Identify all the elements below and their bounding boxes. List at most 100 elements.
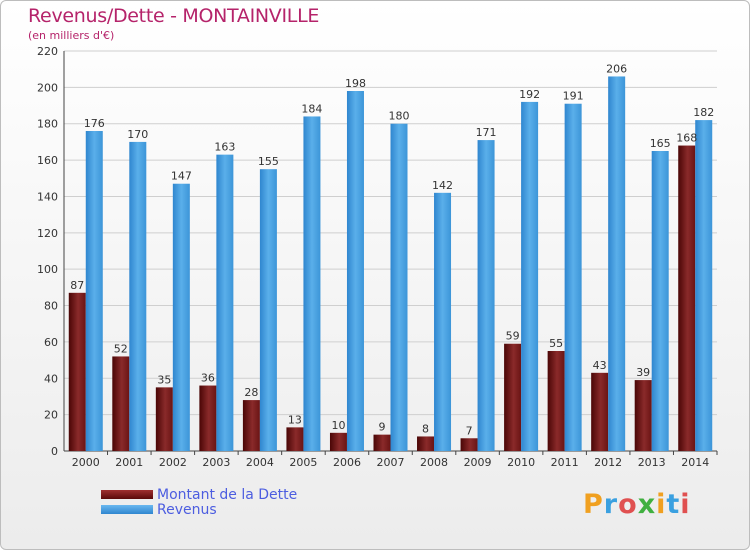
bar-revenue-2011 xyxy=(564,103,582,452)
data-label-debt-2003: 36 xyxy=(201,372,215,385)
data-label-debt-2005: 13 xyxy=(288,413,302,426)
logo-letter: i xyxy=(656,489,667,520)
bar-debt-2008 xyxy=(417,436,435,451)
bar-debt-2013 xyxy=(634,380,652,451)
data-label-debt-2002: 35 xyxy=(157,373,171,386)
bar-debt-2006 xyxy=(329,432,347,451)
bar-debt-2003 xyxy=(199,385,217,451)
data-label-revenue-2008: 142 xyxy=(432,179,453,192)
data-label-revenue-2003: 163 xyxy=(214,141,235,154)
x-tick-label-2012: 2012 xyxy=(594,456,622,469)
data-label-revenue-2010: 192 xyxy=(519,88,540,101)
data-label-revenue-2013: 165 xyxy=(650,137,671,150)
y-tick-label: 0 xyxy=(51,445,58,458)
data-label-debt-2001: 52 xyxy=(114,342,128,355)
bar-revenue-2008 xyxy=(434,192,452,451)
x-tick-label-2010: 2010 xyxy=(507,456,535,469)
bar-revenue-2009 xyxy=(477,140,495,451)
proxiti-logo: Proxiti xyxy=(583,489,691,520)
data-label-debt-2011: 55 xyxy=(549,337,563,350)
x-tick-label-2009: 2009 xyxy=(464,456,492,469)
data-label-revenue-2012: 206 xyxy=(606,62,627,75)
bar-revenue-2000 xyxy=(85,131,103,451)
bar-debt-2004 xyxy=(242,400,260,451)
y-tick-label: 180 xyxy=(37,118,58,131)
x-tick-label-2002: 2002 xyxy=(159,456,187,469)
bar-debt-2009 xyxy=(460,438,478,451)
y-tick-label: 140 xyxy=(37,190,58,203)
bar-debt-2010 xyxy=(504,343,522,451)
data-label-revenue-2014: 182 xyxy=(693,106,714,119)
data-label-revenue-2001: 170 xyxy=(127,128,148,141)
y-tick-label: 40 xyxy=(44,372,58,385)
logo-letter: o xyxy=(618,489,638,520)
bar-revenue-2012 xyxy=(608,76,626,452)
y-tick-label: 120 xyxy=(37,227,58,240)
x-tick-label-2004: 2004 xyxy=(246,456,274,469)
data-label-debt-2004: 28 xyxy=(244,386,258,399)
chart-subtitle: (en milliers d'€) xyxy=(28,29,115,42)
y-tick-label: 80 xyxy=(44,300,58,313)
bar-revenue-2001 xyxy=(129,141,147,451)
x-tick-label-2011: 2011 xyxy=(551,456,579,469)
data-label-revenue-2009: 171 xyxy=(476,126,497,139)
bar-revenue-2003 xyxy=(216,154,234,452)
legend: Montant de la Dette Revenus xyxy=(101,486,298,518)
legend-item-debt: Montant de la Dette xyxy=(101,486,298,503)
bar-revenue-2004 xyxy=(259,169,277,451)
bar-debt-2011 xyxy=(547,351,565,451)
y-tick-label: 20 xyxy=(44,409,58,422)
bar-revenue-2007 xyxy=(390,123,408,452)
data-label-debt-2006: 10 xyxy=(331,419,345,432)
logo-letter: x xyxy=(637,489,657,520)
logo-letter: P xyxy=(583,489,604,520)
x-tick-label-2007: 2007 xyxy=(377,456,405,469)
x-tick-label-2006: 2006 xyxy=(333,456,361,469)
data-label-debt-2007: 9 xyxy=(379,421,386,434)
bar-debt-2005 xyxy=(286,427,304,451)
y-tick-label: 60 xyxy=(44,336,58,349)
data-label-debt-2008: 8 xyxy=(422,422,429,435)
x-tick-label-2005: 2005 xyxy=(289,456,317,469)
bar-debt-2012 xyxy=(591,372,609,451)
x-tick-label-2003: 2003 xyxy=(202,456,230,469)
bar-layer xyxy=(68,76,713,452)
bar-debt-2007 xyxy=(373,434,391,451)
y-tick-label: 220 xyxy=(37,45,58,58)
data-label-revenue-2002: 147 xyxy=(171,170,192,183)
chart-title: Revenus/Dette - MONTAINVILLE xyxy=(28,5,320,27)
data-label-debt-2010: 59 xyxy=(506,330,520,343)
logo-letter: r xyxy=(603,489,619,520)
data-label-revenue-2007: 180 xyxy=(389,110,410,123)
x-tick-label-2000: 2000 xyxy=(72,456,100,469)
x-tick-label-2001: 2001 xyxy=(115,456,143,469)
y-tick-label: 100 xyxy=(37,263,58,276)
bar-debt-2000 xyxy=(68,292,86,451)
legend-item-revenue: Revenus xyxy=(101,501,297,518)
data-label-debt-2000: 87 xyxy=(70,279,84,292)
axis-layer: 0 20 40 60 80 100 120 140 160 180 200 220 2000 2001 20… xyxy=(37,45,718,469)
bar-revenue-2006 xyxy=(346,91,364,451)
data-label-debt-2013: 39 xyxy=(636,366,650,379)
bar-revenue-2010 xyxy=(521,101,539,451)
data-label-revenue-2000: 176 xyxy=(84,117,105,130)
legend-label-revenue: Revenus xyxy=(157,501,217,518)
bar-revenue-2002 xyxy=(172,183,190,451)
legend-label-debt: Montant de la Dette xyxy=(157,486,298,503)
bar-revenue-2005 xyxy=(303,116,321,452)
bar-revenue-2013 xyxy=(651,151,669,451)
logo-letter: t xyxy=(666,489,681,520)
logo-letter: i xyxy=(680,489,691,520)
bar-debt-2001 xyxy=(112,356,130,451)
data-label-revenue-2005: 184 xyxy=(301,102,322,115)
x-tick-label-2013: 2013 xyxy=(638,456,666,469)
label-layer: 8717652170351473616328155131841019891808… xyxy=(70,62,714,437)
data-label-revenue-2011: 191 xyxy=(563,90,584,103)
data-label-debt-2012: 43 xyxy=(593,359,607,372)
data-label-revenue-2004: 155 xyxy=(258,155,279,168)
x-tick-label-2014: 2014 xyxy=(681,456,709,469)
legend-swatch-debt xyxy=(101,490,153,499)
data-label-debt-2014: 168 xyxy=(676,132,697,145)
